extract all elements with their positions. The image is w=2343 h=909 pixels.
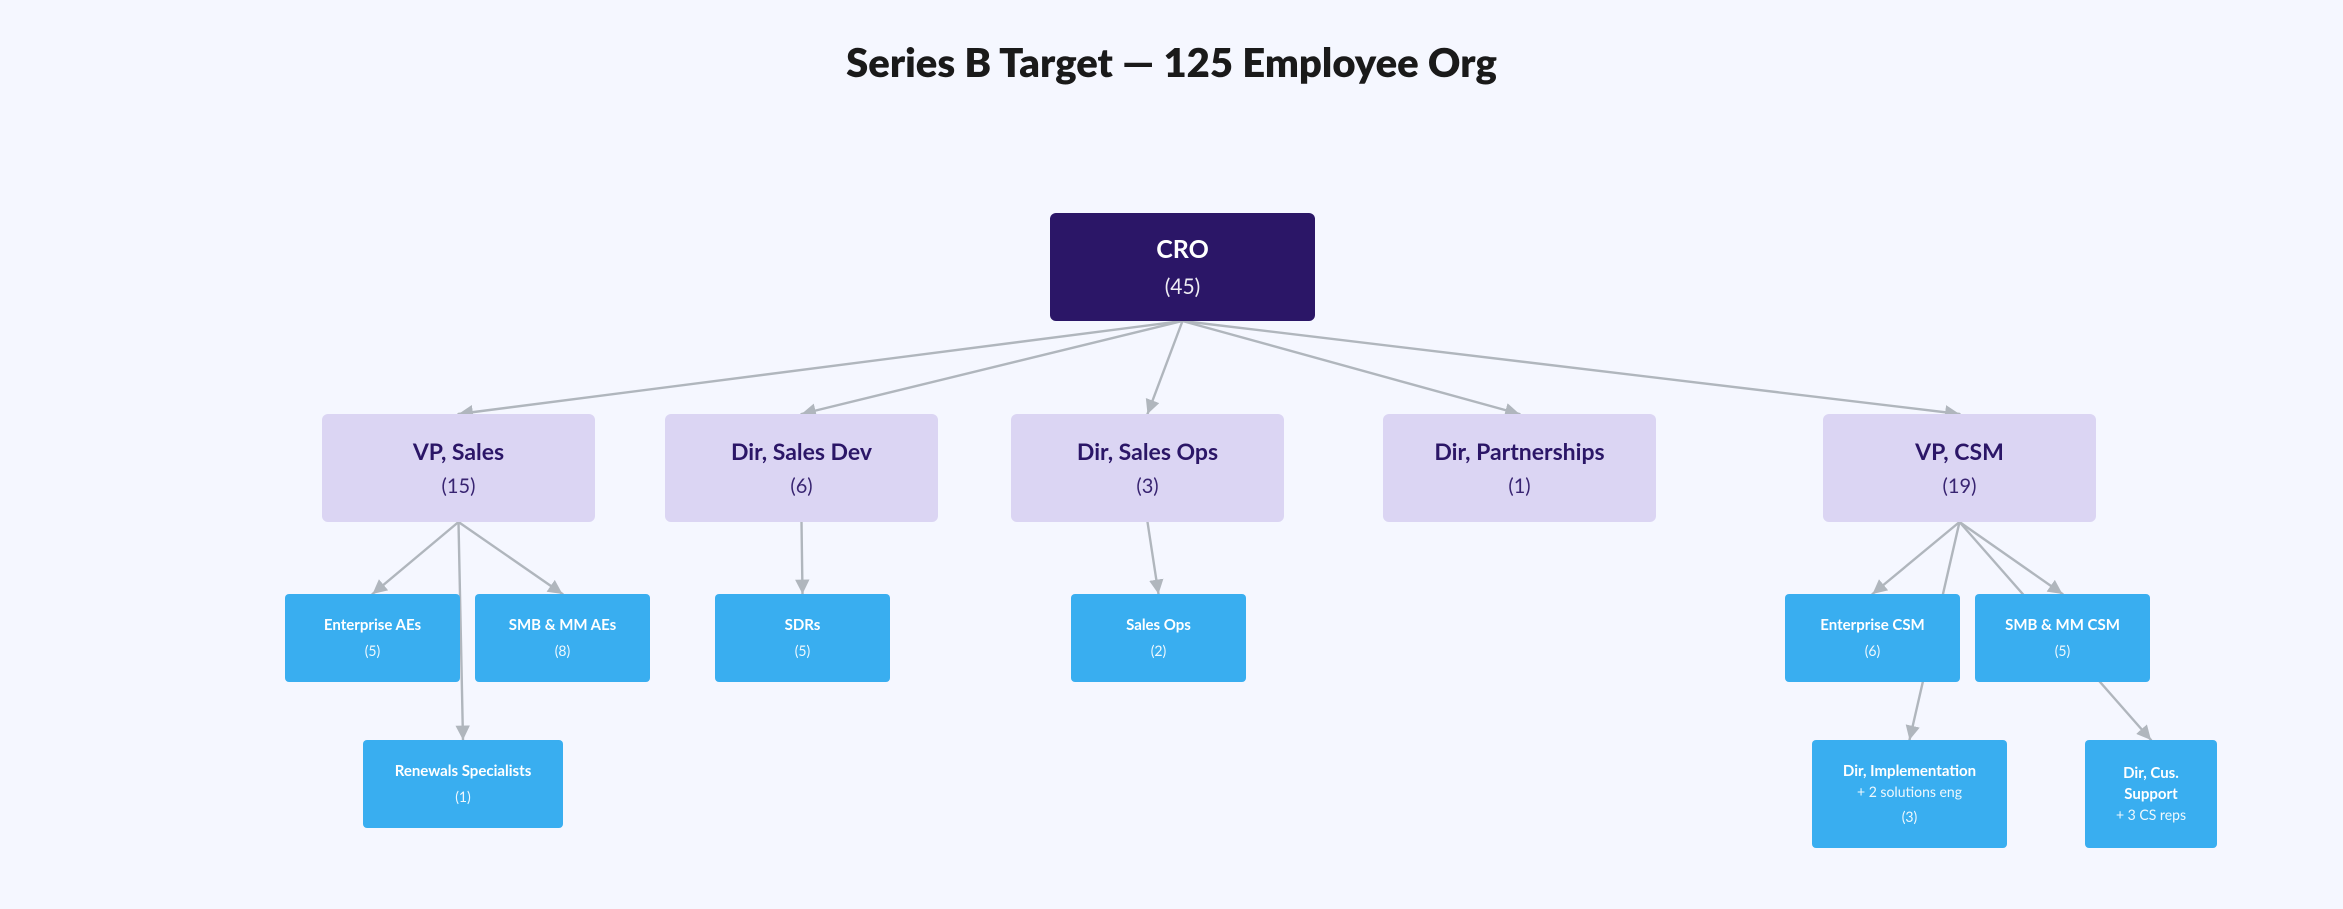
node-count: (15) — [442, 473, 476, 500]
node-vp-csm: VP, CSM (19) — [1823, 414, 2096, 522]
node-label: SMB & MM CSM — [2005, 615, 2120, 635]
node-dir-sales-dev: Dir, Sales Dev (6) — [665, 414, 938, 522]
node-count: (8) — [555, 642, 571, 661]
node-label: VP, Sales — [413, 436, 504, 467]
node-count: (5) — [795, 642, 811, 661]
node-label: Dir, Sales Ops — [1077, 436, 1218, 467]
edge-dir-sales-dev-to-sdrs — [802, 522, 803, 594]
node-label-line2: Support — [2124, 784, 2177, 804]
node-label: Enterprise AEs — [324, 615, 421, 635]
node-enterprise-aes: Enterprise AEs (5) — [285, 594, 460, 682]
edge-cro-to-dir-sales-dev — [802, 321, 1183, 414]
node-sales-ops: Sales Ops (2) — [1071, 594, 1246, 682]
node-label: SDRs — [785, 615, 821, 635]
node-label: Dir, Cus. — [2123, 763, 2179, 783]
node-label: Dir, Implementation — [1843, 761, 1976, 781]
node-dir-cus-support: Dir, Cus.Support + 3 CS reps — [2085, 740, 2217, 848]
edge-cro-to-dir-sales-ops — [1148, 321, 1183, 414]
chart-title: Series B Target — 125 Employee Org — [0, 38, 2343, 86]
node-subtext: + 3 CS reps — [2116, 806, 2186, 825]
edge-vp-sales-to-smb-mm-aes — [459, 522, 563, 594]
node-cro: CRO (45) — [1050, 213, 1315, 321]
node-count: (6) — [1865, 642, 1881, 661]
node-vp-sales: VP, Sales (15) — [322, 414, 595, 522]
node-count: (5) — [2055, 642, 2071, 661]
node-smb-mm-aes: SMB & MM AEs (8) — [475, 594, 650, 682]
node-count: (45) — [1165, 273, 1201, 301]
node-count: (19) — [1943, 473, 1977, 500]
node-count: (3) — [1136, 473, 1158, 500]
edge-vp-csm-to-enterprise-csm — [1873, 522, 1960, 594]
node-label: Dir, Partnerships — [1434, 436, 1604, 467]
edge-cro-to-vp-sales — [459, 321, 1183, 414]
node-label: CRO — [1156, 233, 1209, 267]
node-count: (1) — [1508, 473, 1530, 500]
node-smb-mm-csm: SMB & MM CSM (5) — [1975, 594, 2150, 682]
node-label: VP, CSM — [1915, 436, 2004, 467]
edge-dir-sales-ops-to-sales-ops — [1148, 522, 1159, 594]
node-count: (5) — [365, 642, 381, 661]
node-enterprise-csm: Enterprise CSM (6) — [1785, 594, 1960, 682]
node-label: Dir, Sales Dev — [731, 436, 872, 467]
edge-cro-to-vp-csm — [1183, 321, 1960, 414]
node-count: (1) — [455, 788, 471, 807]
node-dir-implementation: Dir, Implementation + 2 solutions eng (3) — [1812, 740, 2007, 848]
node-renewals-specialists: Renewals Specialists (1) — [363, 740, 563, 828]
node-count: (3) — [1902, 808, 1918, 827]
node-label: Renewals Specialists — [395, 761, 532, 781]
org-chart-canvas: Series B Target — 125 Employee Org CRO (4… — [0, 0, 2343, 909]
node-sdrs: SDRs (5) — [715, 594, 890, 682]
node-subtext: + 2 solutions eng — [1857, 783, 1962, 802]
node-count: (2) — [1151, 642, 1167, 661]
edge-cro-to-dir-partnerships — [1183, 321, 1520, 414]
edge-vp-csm-to-smb-mm-csm — [1960, 522, 2063, 594]
node-label: Sales Ops — [1126, 615, 1191, 635]
node-dir-sales-ops: Dir, Sales Ops (3) — [1011, 414, 1284, 522]
node-label: SMB & MM AEs — [509, 615, 616, 635]
node-count: (6) — [790, 473, 812, 500]
edge-vp-sales-to-enterprise-aes — [373, 522, 459, 594]
node-label: Enterprise CSM — [1820, 615, 1924, 635]
node-dir-partnerships: Dir, Partnerships (1) — [1383, 414, 1656, 522]
